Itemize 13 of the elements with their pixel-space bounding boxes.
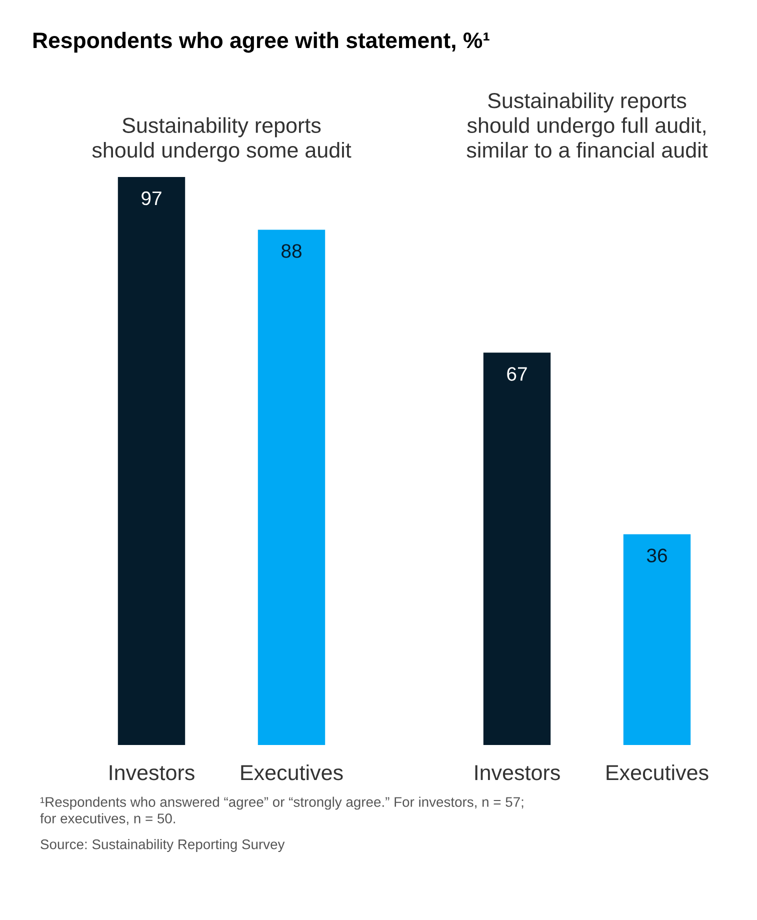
data-label: 36 [646,548,667,562]
text: ¹Respondents who answered “agree” or “strongly agree.” For investors, n = 57; for executives, n = 50. [40,796,524,826]
source-note: Source: Sustainability Reporting Survey [40,839,285,852]
x-tick-label: Investors [110,765,194,780]
chart-subtitle: Sustainability reports should undergo full audit, similar to a financial audit [466,92,708,158]
x-tick-label: Investors [475,765,560,780]
data-label: 88 [282,244,302,258]
data-label: 97 [142,191,162,206]
chart-subtitle: Sustainability reports should undergo some audit [92,117,352,162]
chart-title: Respondents who agree with statement, %¹ [33,32,490,53]
x-tick-label: Executives [606,764,708,780]
x-tick-label: Executives [241,764,343,780]
data-label: 67 [507,367,527,381]
